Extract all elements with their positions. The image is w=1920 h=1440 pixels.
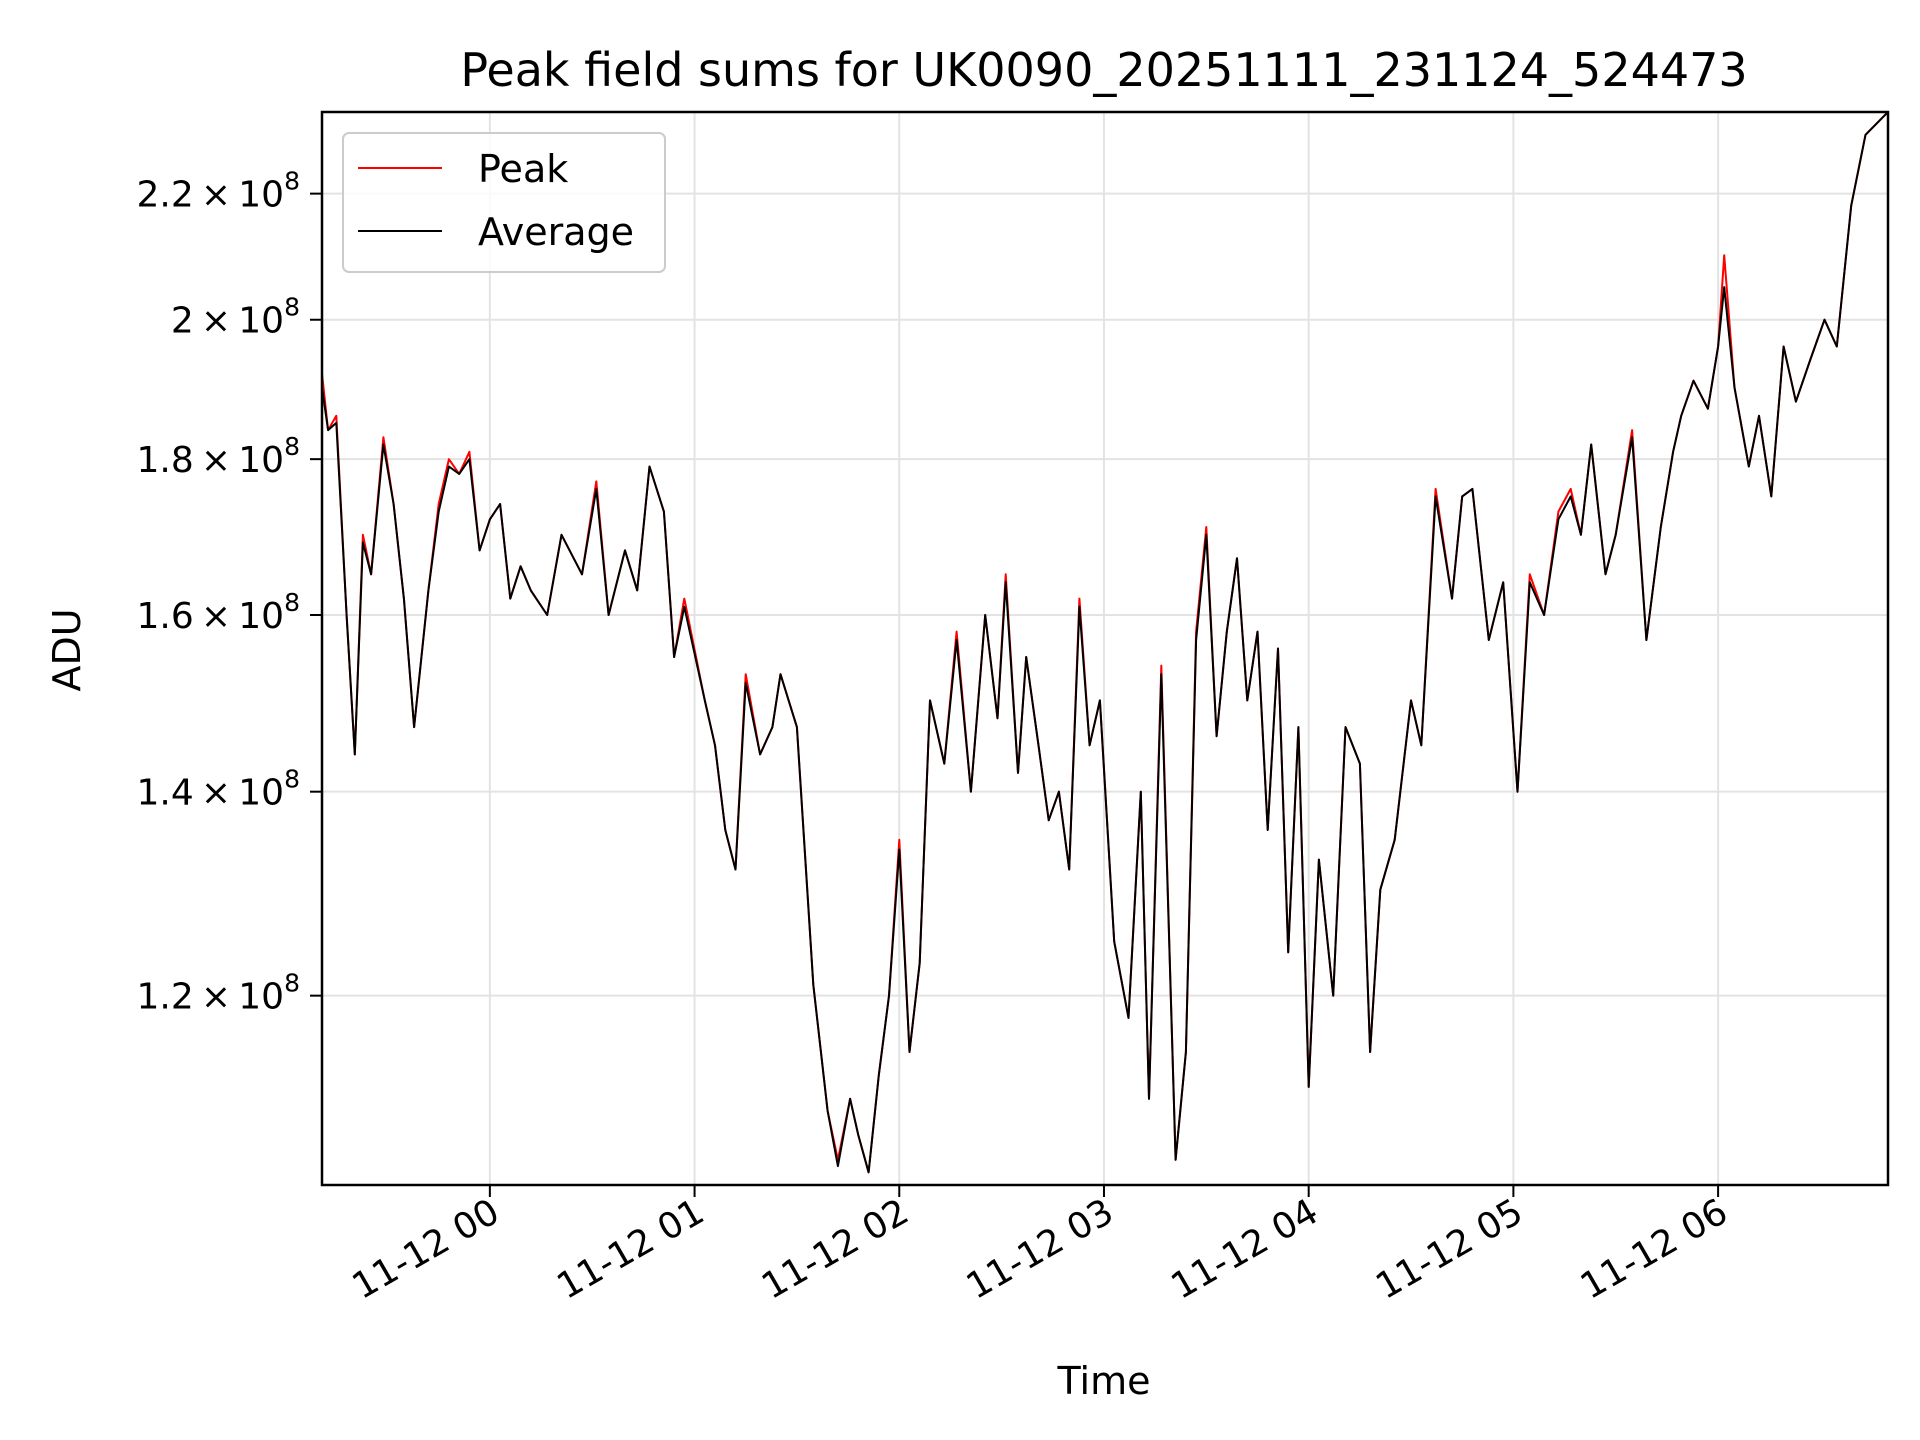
y-tick-label: 1.6 × 108 <box>136 588 300 637</box>
chart-title: Peak field sums for UK0090_20251111_2311… <box>460 43 1747 97</box>
y-tick-mantissa: 1.6 × 10 <box>136 596 284 637</box>
y-tick-label: 2.2 × 108 <box>136 167 300 216</box>
y-tick-mantissa: 1.8 × 10 <box>136 440 284 481</box>
series-line-average <box>322 112 1888 1174</box>
y-tick-exponent: 8 <box>284 588 300 617</box>
x-tick-label: 11-12 03 <box>960 1191 1121 1307</box>
x-tick-label: 11-12 01 <box>550 1191 711 1307</box>
x-tick-label: 11-12 04 <box>1165 1191 1326 1307</box>
legend-label-average: Average <box>478 210 634 254</box>
y-tick-mantissa: 2 × 10 <box>171 301 284 342</box>
y-tick-exponent: 8 <box>284 765 300 794</box>
y-tick-label: 1.8 × 108 <box>136 432 300 481</box>
x-tick-label: 11-12 05 <box>1369 1191 1530 1307</box>
x-tick-label: 11-12 00 <box>346 1191 507 1307</box>
y-tick-label: 1.4 × 108 <box>136 765 300 814</box>
y-tick-mantissa: 1.2 × 10 <box>136 977 284 1018</box>
x-tick-label: 11-12 06 <box>1574 1191 1735 1307</box>
x-tick-label: 11-12 02 <box>755 1191 916 1307</box>
y-tick-exponent: 8 <box>284 293 300 322</box>
legend: Peak Average <box>342 132 666 273</box>
plot-frame <box>320 110 1890 1187</box>
series-layer <box>322 112 1888 1174</box>
y-tick-mantissa: 1.4 × 10 <box>136 773 284 814</box>
y-tick-exponent: 8 <box>284 167 300 196</box>
y-tick-exponent: 8 <box>284 969 300 998</box>
legend-label-peak: Peak <box>478 147 568 191</box>
y-tick-mantissa: 2.2 × 10 <box>136 175 284 216</box>
y-tick-exponent: 8 <box>284 432 300 461</box>
y-axis-label: ADU <box>45 608 89 691</box>
x-axis-label: Time <box>1057 1359 1151 1403</box>
y-tick-label: 1.2 × 108 <box>136 969 300 1018</box>
x-axis: 11-12 00 11-12 01 11-12 02 11-12 03 11-12 04… <box>346 1185 1735 1308</box>
y-tick-label: 2 × 108 <box>171 293 300 342</box>
